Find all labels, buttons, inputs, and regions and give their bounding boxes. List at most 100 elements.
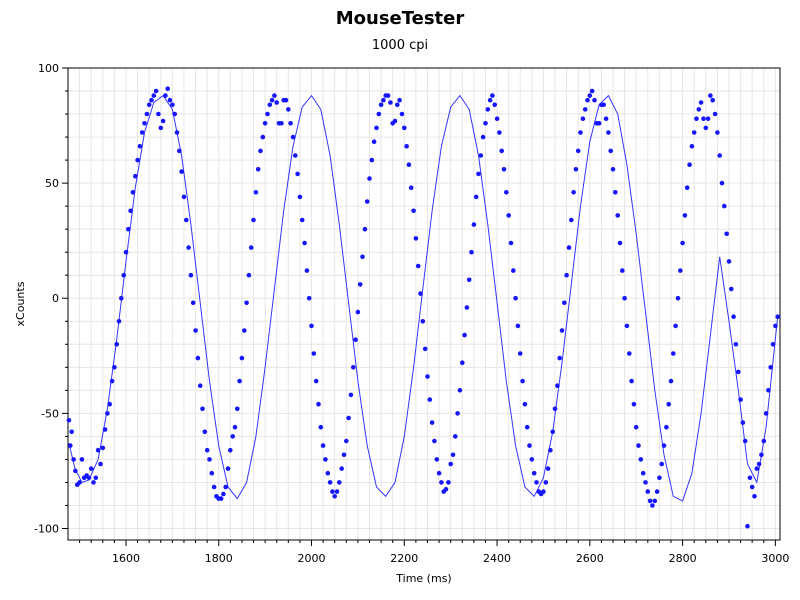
data-point	[167, 97, 173, 103]
data-point	[483, 121, 488, 126]
data-point	[756, 461, 762, 467]
x-tick-label: 3000	[761, 552, 789, 565]
data-point	[476, 171, 481, 177]
data-point	[114, 342, 119, 347]
data-point	[545, 466, 551, 471]
data-point	[457, 388, 463, 393]
data-point	[290, 134, 296, 140]
data-point	[86, 475, 92, 481]
data-point	[123, 249, 129, 255]
data-point	[759, 452, 764, 458]
axis-ticks: 1600 1800 2000 2200 2400 2600 2800 3000 100 50 0 -5…	[34, 62, 789, 565]
data-point	[592, 97, 597, 103]
data-points-layer	[66, 86, 780, 529]
data-point	[404, 144, 409, 149]
data-point	[531, 470, 537, 476]
data-point	[462, 332, 467, 338]
data-point	[244, 300, 249, 306]
data-point	[520, 378, 525, 384]
data-point	[149, 97, 154, 103]
data-point	[402, 125, 407, 131]
data-point	[130, 190, 136, 195]
data-point	[515, 323, 521, 329]
data-point	[504, 190, 509, 195]
data-point	[768, 365, 773, 370]
data-point	[378, 102, 384, 108]
data-point	[320, 443, 326, 448]
data-point	[636, 443, 641, 448]
data-point	[578, 130, 583, 135]
data-point	[443, 487, 449, 492]
data-point	[392, 118, 398, 124]
data-point	[121, 272, 126, 278]
plot-area	[67, 67, 781, 541]
data-point	[302, 240, 307, 246]
data-point	[534, 480, 539, 485]
data-point	[652, 498, 658, 504]
data-point	[304, 268, 310, 273]
data-point	[773, 323, 778, 329]
data-point	[165, 86, 170, 91]
data-point	[527, 443, 532, 448]
data-point	[608, 148, 613, 154]
data-point	[633, 424, 639, 430]
data-point	[237, 378, 242, 384]
data-point	[722, 203, 727, 209]
data-point	[657, 475, 662, 481]
data-point	[541, 489, 546, 494]
data-point	[306, 295, 312, 301]
data-point	[717, 153, 722, 158]
data-point	[197, 383, 203, 389]
data-point	[406, 162, 412, 167]
x-tick-label: 2800	[669, 552, 697, 565]
data-point	[267, 102, 273, 108]
x-tick-label: 2200	[390, 552, 418, 565]
data-point	[109, 378, 115, 384]
data-point	[571, 190, 576, 195]
data-point	[139, 130, 145, 135]
data-point	[211, 484, 217, 490]
data-point	[265, 111, 270, 117]
data-point	[524, 424, 530, 430]
data-point	[550, 429, 555, 435]
data-point	[218, 496, 224, 501]
data-point	[448, 461, 454, 467]
data-point	[221, 491, 226, 497]
data-point	[116, 319, 122, 324]
data-point	[204, 447, 210, 453]
data-point	[666, 401, 671, 407]
data-point	[399, 111, 405, 117]
data-point	[555, 383, 560, 389]
data-point	[332, 494, 338, 499]
data-point	[262, 121, 268, 126]
x-axis-label: Time (ms)	[395, 572, 451, 585]
data-point	[248, 245, 254, 250]
data-point	[471, 222, 477, 227]
data-point	[673, 323, 678, 329]
data-point	[293, 153, 298, 158]
data-point	[153, 88, 159, 94]
data-point	[703, 125, 709, 131]
data-point	[736, 369, 741, 375]
data-point	[696, 107, 702, 112]
data-point	[582, 107, 588, 112]
data-point	[715, 130, 720, 135]
x-tick-label: 2600	[576, 552, 604, 565]
data-point	[754, 466, 760, 471]
data-point	[710, 97, 715, 103]
data-point	[239, 355, 245, 361]
data-point	[425, 374, 430, 379]
data-point	[420, 319, 426, 324]
data-point	[207, 457, 212, 462]
data-point	[351, 365, 356, 370]
data-point	[146, 102, 152, 108]
x-tick-label: 1600	[112, 552, 140, 565]
data-point	[411, 208, 416, 214]
data-point	[253, 190, 259, 195]
data-point	[682, 213, 688, 218]
data-point	[742, 438, 748, 444]
data-point	[708, 93, 713, 98]
data-point	[330, 489, 335, 494]
data-point	[522, 401, 528, 407]
